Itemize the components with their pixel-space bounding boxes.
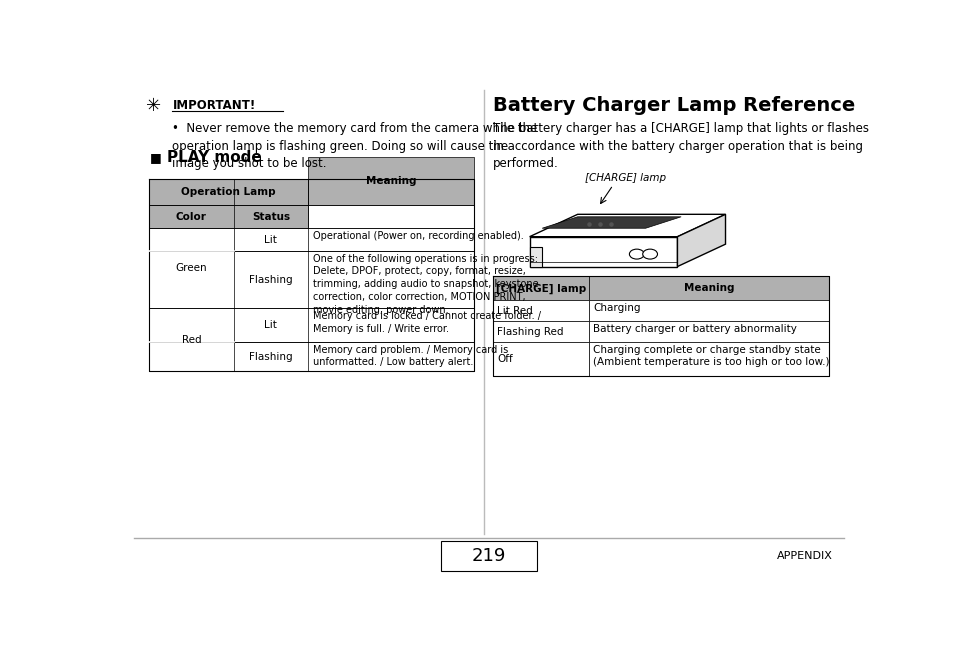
Text: ■: ■ bbox=[151, 151, 162, 163]
Text: Lit Red: Lit Red bbox=[497, 306, 532, 316]
Polygon shape bbox=[677, 214, 724, 267]
Text: IMPORTANT!: IMPORTANT! bbox=[172, 99, 255, 112]
FancyBboxPatch shape bbox=[588, 342, 828, 376]
Circle shape bbox=[642, 249, 657, 259]
Text: Charging: Charging bbox=[593, 303, 640, 313]
FancyBboxPatch shape bbox=[149, 228, 474, 251]
Text: Operational (Power on, recording enabled).: Operational (Power on, recording enabled… bbox=[313, 231, 523, 241]
Text: Flashing: Flashing bbox=[249, 275, 293, 285]
Text: Status: Status bbox=[252, 212, 290, 222]
Text: Meaning: Meaning bbox=[365, 176, 416, 186]
Text: Flashing: Flashing bbox=[249, 351, 293, 362]
Text: [CHARGE] lamp: [CHARGE] lamp bbox=[584, 173, 665, 183]
FancyBboxPatch shape bbox=[588, 300, 828, 321]
Text: PLAY mode: PLAY mode bbox=[167, 150, 262, 165]
Text: •  Never remove the memory card from the camera while the
operation lamp is flas: • Never remove the memory card from the … bbox=[172, 122, 537, 171]
FancyBboxPatch shape bbox=[149, 180, 308, 205]
FancyBboxPatch shape bbox=[588, 276, 828, 300]
Text: Off: Off bbox=[497, 354, 513, 364]
Text: Battery Charger Lamp Reference: Battery Charger Lamp Reference bbox=[492, 96, 854, 116]
Text: Memory card is locked / Cannot create folder. /
Memory is full. / Write error.: Memory card is locked / Cannot create fo… bbox=[313, 311, 540, 333]
FancyBboxPatch shape bbox=[492, 300, 588, 321]
Text: Memory card problem. / Memory card is
unformatted. / Low battery alert.: Memory card problem. / Memory card is un… bbox=[313, 344, 508, 368]
FancyBboxPatch shape bbox=[149, 205, 308, 228]
Text: 219: 219 bbox=[471, 547, 506, 565]
Text: Red: Red bbox=[181, 335, 201, 345]
Text: Meaning: Meaning bbox=[683, 284, 734, 293]
FancyBboxPatch shape bbox=[492, 342, 588, 376]
Text: Charging complete or charge standby state
(Ambient temperature is too high or to: Charging complete or charge standby stat… bbox=[593, 344, 829, 368]
Circle shape bbox=[629, 249, 643, 259]
Text: Lit: Lit bbox=[264, 234, 277, 245]
FancyBboxPatch shape bbox=[149, 308, 474, 342]
Polygon shape bbox=[529, 214, 724, 236]
FancyBboxPatch shape bbox=[588, 321, 828, 342]
FancyBboxPatch shape bbox=[149, 251, 474, 308]
FancyBboxPatch shape bbox=[492, 321, 588, 342]
FancyBboxPatch shape bbox=[492, 276, 588, 300]
Text: Lit: Lit bbox=[264, 320, 277, 330]
FancyBboxPatch shape bbox=[308, 156, 474, 205]
Text: APPENDIX: APPENDIX bbox=[776, 551, 832, 561]
Text: One of the following operations is in progress:
Delete, DPOF, protect, copy, for: One of the following operations is in pr… bbox=[313, 254, 538, 315]
Text: [CHARGE] lamp: [CHARGE] lamp bbox=[495, 284, 585, 293]
Text: Flashing Red: Flashing Red bbox=[497, 327, 563, 337]
Polygon shape bbox=[529, 236, 677, 267]
Polygon shape bbox=[541, 217, 680, 228]
Text: The battery charger has a [CHARGE] lamp that lights or flashes
in accordance wit: The battery charger has a [CHARGE] lamp … bbox=[492, 122, 868, 171]
Polygon shape bbox=[529, 247, 541, 267]
FancyBboxPatch shape bbox=[149, 342, 474, 371]
Text: Operation Lamp: Operation Lamp bbox=[181, 187, 275, 198]
Text: ✳: ✳ bbox=[146, 97, 161, 115]
Text: Color: Color bbox=[175, 212, 207, 222]
FancyBboxPatch shape bbox=[440, 541, 537, 571]
Text: Green: Green bbox=[175, 264, 207, 273]
Text: Battery charger or battery abnormality: Battery charger or battery abnormality bbox=[593, 324, 796, 334]
